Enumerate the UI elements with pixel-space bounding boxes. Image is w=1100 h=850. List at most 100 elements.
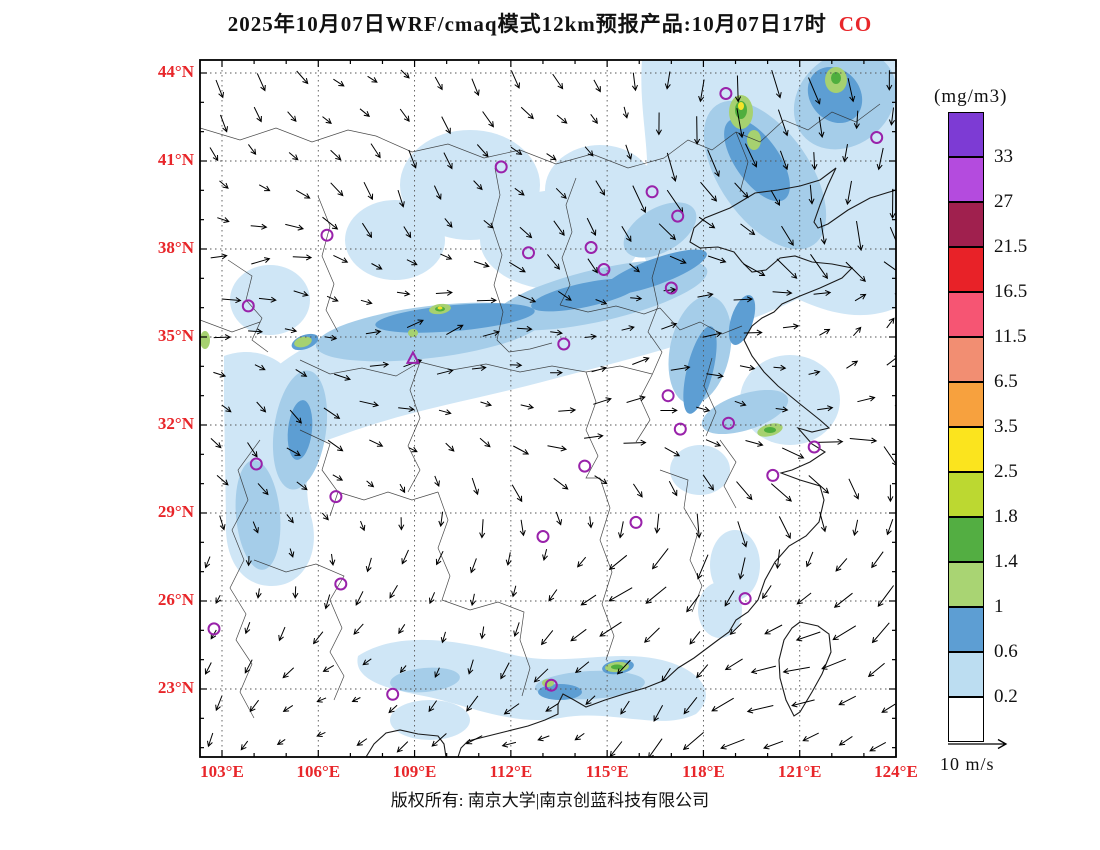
province-border: [229, 439, 261, 719]
concentration-area-yellow: [738, 102, 744, 110]
wind-arrow: [871, 551, 884, 569]
province-border: [659, 469, 703, 613]
wind-arrow: [359, 520, 366, 532]
wind-arrow: [322, 116, 332, 124]
colorbar-label: 1.8: [994, 506, 1018, 527]
wind-arrow: [869, 741, 887, 752]
wind-arrow: [282, 704, 294, 712]
wind-arrow: [623, 439, 647, 446]
city-marker-circle: [578, 459, 592, 473]
wind-arrow: [371, 263, 383, 270]
wind-arrow: [366, 480, 375, 488]
concentration-area-green: [408, 329, 418, 337]
concentration-area-light: [670, 445, 730, 495]
wind-arrow: [440, 631, 447, 644]
wind-arrow: [711, 697, 734, 712]
lat-tick-label: 32°N: [157, 413, 194, 433]
wind-arrow: [770, 190, 781, 207]
wind-arrow: [369, 361, 390, 368]
wind-arrow: [771, 69, 782, 99]
wind-arrow: [848, 478, 859, 500]
colorbar-box: [948, 607, 984, 652]
wind-arrow: [580, 594, 597, 606]
wind-arrow: [365, 329, 382, 336]
wind-arrow: [288, 548, 295, 558]
wind-arrow: [739, 364, 756, 371]
wind-arrow: [362, 658, 372, 666]
wind-arrow: [210, 253, 228, 260]
lon-tick-label: 124°E: [874, 762, 918, 781]
wind-arrow: [253, 106, 262, 123]
wind-arrow: [889, 188, 896, 220]
city-marker-circle: [334, 577, 348, 591]
wind-arrow: [707, 149, 720, 178]
city-marker-circle: [494, 160, 508, 174]
province-border: [419, 361, 653, 375]
wind-arrow: [399, 483, 406, 494]
wind-arrow: [555, 187, 567, 200]
lon-tick-label: 106°E: [296, 762, 341, 781]
concentration-area-dark: [724, 118, 790, 202]
wind-arrow: [632, 185, 647, 214]
wind-arrow: [483, 220, 494, 229]
wind-arrow: [247, 144, 257, 156]
coastline: [778, 621, 832, 717]
wind-arrow: [434, 667, 440, 678]
colorbar-units: (mg/m3): [934, 86, 1008, 107]
wind-arrow: [842, 144, 849, 163]
wind-arrow: [296, 481, 308, 491]
wind-arrow: [661, 322, 678, 330]
wind-arrow: [367, 75, 378, 83]
lat-tick-label: 41°N: [157, 149, 194, 169]
province-border: [647, 249, 663, 376]
wind-arrow: [593, 79, 601, 93]
wind-arrow: [658, 223, 677, 241]
wind-arrow: [285, 223, 305, 231]
wind-arrow: [631, 72, 638, 92]
wind-arrow: [774, 549, 781, 570]
wind-arrow: [247, 442, 258, 458]
wind-arrow: [511, 484, 523, 503]
wind-arrow: [620, 700, 630, 715]
wind-arrow: [518, 294, 537, 303]
wind-arrow: [520, 403, 535, 410]
lat-tick-label: 29°N: [157, 501, 194, 521]
wind-arrow: [666, 152, 677, 182]
wind-arrow: [327, 439, 344, 452]
wind-arrow: [849, 437, 878, 444]
wind-arrow: [332, 474, 344, 481]
wind-arrow: [254, 364, 266, 371]
wind-arrow: [734, 75, 742, 103]
wind-arrow: [316, 731, 326, 737]
city-marker-circle: [722, 416, 735, 430]
wind-arrow: [215, 79, 224, 99]
wind-arrow: [737, 521, 748, 548]
province-border: [299, 359, 421, 377]
city-marker-circle: [673, 422, 687, 436]
wind-arrow: [590, 114, 598, 125]
wind-arrow: [276, 738, 286, 745]
wind-arrow: [295, 368, 308, 377]
wind-arrow: [833, 592, 853, 608]
wind-arrow: [810, 254, 829, 280]
wind-arrow: [479, 437, 491, 448]
wind-arrow: [764, 624, 783, 635]
wind-arrow: [503, 703, 520, 715]
wind-arrow: [389, 584, 398, 599]
wind-arrow: [660, 407, 678, 414]
lat-tick-label: 35°N: [157, 325, 194, 345]
province-border: [375, 135, 665, 169]
map-layers: [200, 60, 896, 757]
wind-arrow: [853, 326, 862, 337]
wind-arrow: [654, 513, 661, 534]
wind-arrow: [329, 553, 336, 566]
wind-arrow: [356, 738, 368, 746]
wind-arrow: [216, 475, 229, 486]
wind-arrow: [697, 292, 714, 298]
wind-arrow: [333, 78, 345, 87]
wind-arrow: [296, 70, 309, 85]
wind-arrow: [594, 475, 608, 485]
concentration-area-light: [224, 206, 872, 457]
wind-arrow: [574, 661, 590, 674]
city-marker-circle: [320, 228, 334, 242]
